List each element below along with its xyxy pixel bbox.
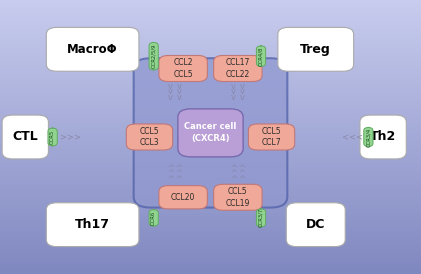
Text: ^: ^ — [230, 164, 237, 173]
Text: ^: ^ — [239, 170, 245, 178]
Text: v: v — [240, 87, 245, 96]
Text: CCL5
CCL19: CCL5 CCL19 — [226, 187, 250, 207]
Text: <: < — [348, 133, 355, 141]
Text: >: > — [59, 133, 66, 141]
FancyBboxPatch shape — [159, 56, 208, 82]
Text: v: v — [231, 93, 236, 102]
Text: <: < — [341, 133, 348, 141]
Text: CCR3/7: CCR3/7 — [258, 208, 264, 227]
Text: ^: ^ — [230, 170, 237, 178]
FancyBboxPatch shape — [2, 115, 48, 159]
FancyBboxPatch shape — [178, 109, 243, 157]
FancyBboxPatch shape — [46, 203, 139, 247]
Text: Th2: Th2 — [370, 130, 396, 144]
Text: v: v — [176, 87, 181, 96]
Text: CCL17
CCL22: CCL17 CCL22 — [226, 58, 250, 79]
Text: ^: ^ — [176, 170, 182, 178]
Text: ^: ^ — [239, 164, 245, 173]
Text: CCR6: CCR6 — [151, 211, 156, 225]
FancyBboxPatch shape — [213, 56, 262, 82]
Text: ^: ^ — [176, 164, 182, 173]
Text: CCL5
CCL7: CCL5 CCL7 — [262, 127, 281, 147]
FancyBboxPatch shape — [364, 127, 373, 147]
Text: >: > — [66, 133, 73, 141]
Text: ^: ^ — [176, 175, 182, 184]
FancyBboxPatch shape — [256, 209, 266, 227]
Text: ^: ^ — [167, 175, 174, 184]
FancyBboxPatch shape — [149, 42, 158, 70]
Text: CCR3/4: CCR3/4 — [366, 127, 371, 147]
FancyBboxPatch shape — [46, 27, 139, 71]
Text: v: v — [168, 93, 173, 102]
FancyBboxPatch shape — [126, 124, 173, 150]
Text: v: v — [168, 82, 173, 91]
Text: ^: ^ — [230, 175, 237, 184]
FancyBboxPatch shape — [159, 186, 208, 209]
Text: CTL: CTL — [12, 130, 38, 144]
Text: >: > — [73, 133, 80, 141]
Text: Treg: Treg — [300, 43, 331, 56]
FancyBboxPatch shape — [134, 58, 287, 208]
Text: v: v — [176, 82, 181, 91]
Text: CCL2
CCL5: CCL2 CCL5 — [173, 58, 193, 79]
Text: MacroΦ: MacroΦ — [67, 43, 118, 56]
Text: v: v — [231, 82, 236, 91]
Text: CCR4/8: CCR4/8 — [258, 47, 264, 66]
Text: v: v — [231, 87, 236, 96]
FancyBboxPatch shape — [286, 203, 345, 247]
Text: Th17: Th17 — [75, 218, 110, 231]
Text: ^: ^ — [167, 164, 174, 173]
Text: CCR2/5/9: CCR2/5/9 — [151, 44, 156, 68]
Text: DC: DC — [306, 218, 325, 231]
Text: ^: ^ — [239, 175, 245, 184]
Text: v: v — [240, 82, 245, 91]
Text: <: < — [355, 133, 362, 141]
Text: CCR5: CCR5 — [50, 130, 55, 144]
FancyBboxPatch shape — [278, 27, 354, 71]
FancyBboxPatch shape — [48, 128, 57, 146]
Text: v: v — [240, 93, 245, 102]
FancyBboxPatch shape — [149, 210, 158, 226]
Text: v: v — [176, 93, 181, 102]
FancyBboxPatch shape — [213, 184, 262, 210]
FancyBboxPatch shape — [360, 115, 406, 159]
FancyBboxPatch shape — [256, 46, 266, 67]
FancyBboxPatch shape — [248, 124, 295, 150]
Text: v: v — [168, 87, 173, 96]
Text: CCL20: CCL20 — [171, 193, 195, 202]
Text: ^: ^ — [167, 170, 174, 178]
Text: Cancer cell
(CXCR4): Cancer cell (CXCR4) — [184, 122, 237, 143]
Text: CCL5
CCL3: CCL5 CCL3 — [140, 127, 159, 147]
